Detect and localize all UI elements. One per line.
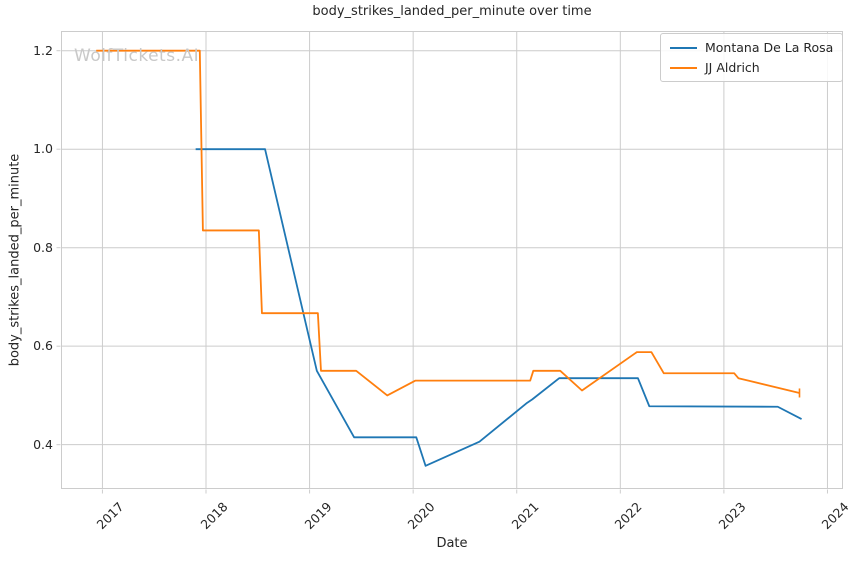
chart-title: body_strikes_landed_per_minute over time bbox=[312, 4, 592, 19]
legend-label: Montana De La Rosa bbox=[705, 40, 834, 55]
plot-area: WolfTickets.AI Montana De La Rosa JJ Aldr… bbox=[56, 31, 844, 494]
y-axis-label: body_strikes_landed_per_minute bbox=[7, 153, 23, 367]
watermark: WolfTickets.AI bbox=[74, 46, 200, 66]
plot-canvas bbox=[56, 31, 843, 494]
legend-entry: JJ Aldrich bbox=[670, 60, 833, 75]
legend: Montana De La Rosa JJ Aldrich bbox=[660, 33, 844, 82]
legend-label: JJ Aldrich bbox=[705, 60, 760, 75]
legend-line-swatch bbox=[670, 46, 697, 49]
legend-entry: Montana De La Rosa bbox=[670, 40, 833, 55]
series-line-jj-aldrich bbox=[96, 49, 800, 397]
y-tick-label: 0.6 bbox=[33, 338, 53, 354]
y-tick-label: 0.4 bbox=[33, 436, 53, 452]
y-tick-label: 1.2 bbox=[33, 42, 53, 58]
y-tick-label: 0.8 bbox=[33, 239, 53, 255]
y-tick-label: 1.0 bbox=[33, 141, 53, 157]
x-axis-label: Date bbox=[436, 536, 468, 551]
series-line-montana-de-la-rosa bbox=[195, 148, 802, 467]
legend-line-swatch bbox=[670, 66, 697, 69]
axes-spines bbox=[61, 31, 843, 489]
